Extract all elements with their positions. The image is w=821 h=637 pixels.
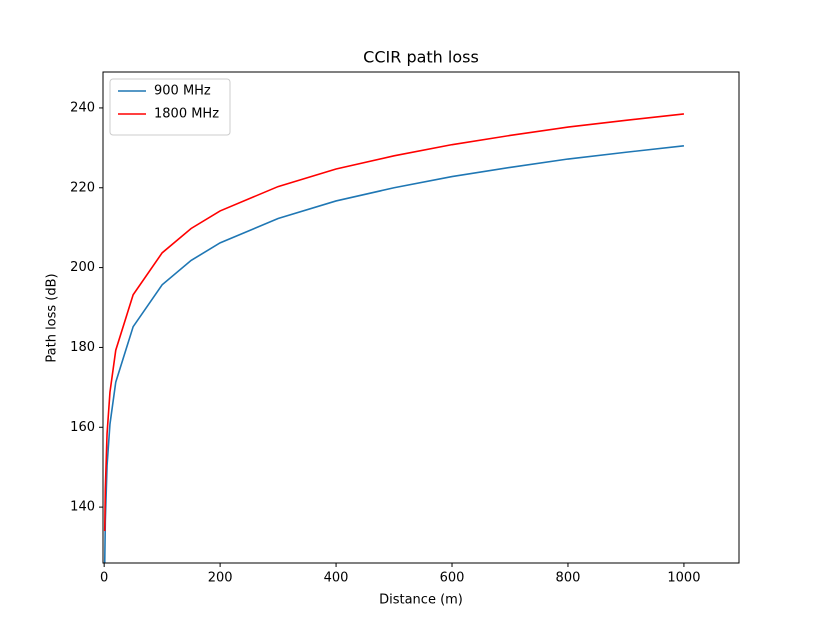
- x-axis-label: Distance (m): [379, 593, 463, 608]
- line-series: [103, 145, 685, 563]
- legend-box: [109, 78, 231, 136]
- y-axis-label: Path loss (dB): [45, 273, 60, 362]
- x-tick-label: 200: [208, 571, 233, 586]
- plot-frame: [102, 71, 740, 564]
- line-series: [103, 113, 685, 532]
- y-tick-label: 200: [70, 260, 95, 275]
- x-tick-label: 1000: [667, 571, 700, 586]
- y-tick-label: 160: [70, 420, 95, 435]
- y-tick-label: 220: [70, 180, 95, 195]
- legend-label: 1800 MHz: [154, 107, 219, 122]
- x-tick-label: 400: [324, 571, 349, 586]
- x-tick-label: 800: [556, 571, 581, 586]
- y-tick-label: 180: [70, 340, 95, 355]
- x-tick-label: 600: [440, 571, 465, 586]
- y-tick-label: 140: [70, 500, 95, 515]
- x-tick-label: 0: [100, 571, 108, 586]
- chart-title: CCIR path loss: [363, 48, 479, 67]
- legend-label: 900 MHz: [154, 84, 211, 99]
- y-tick-label: 240: [70, 100, 95, 115]
